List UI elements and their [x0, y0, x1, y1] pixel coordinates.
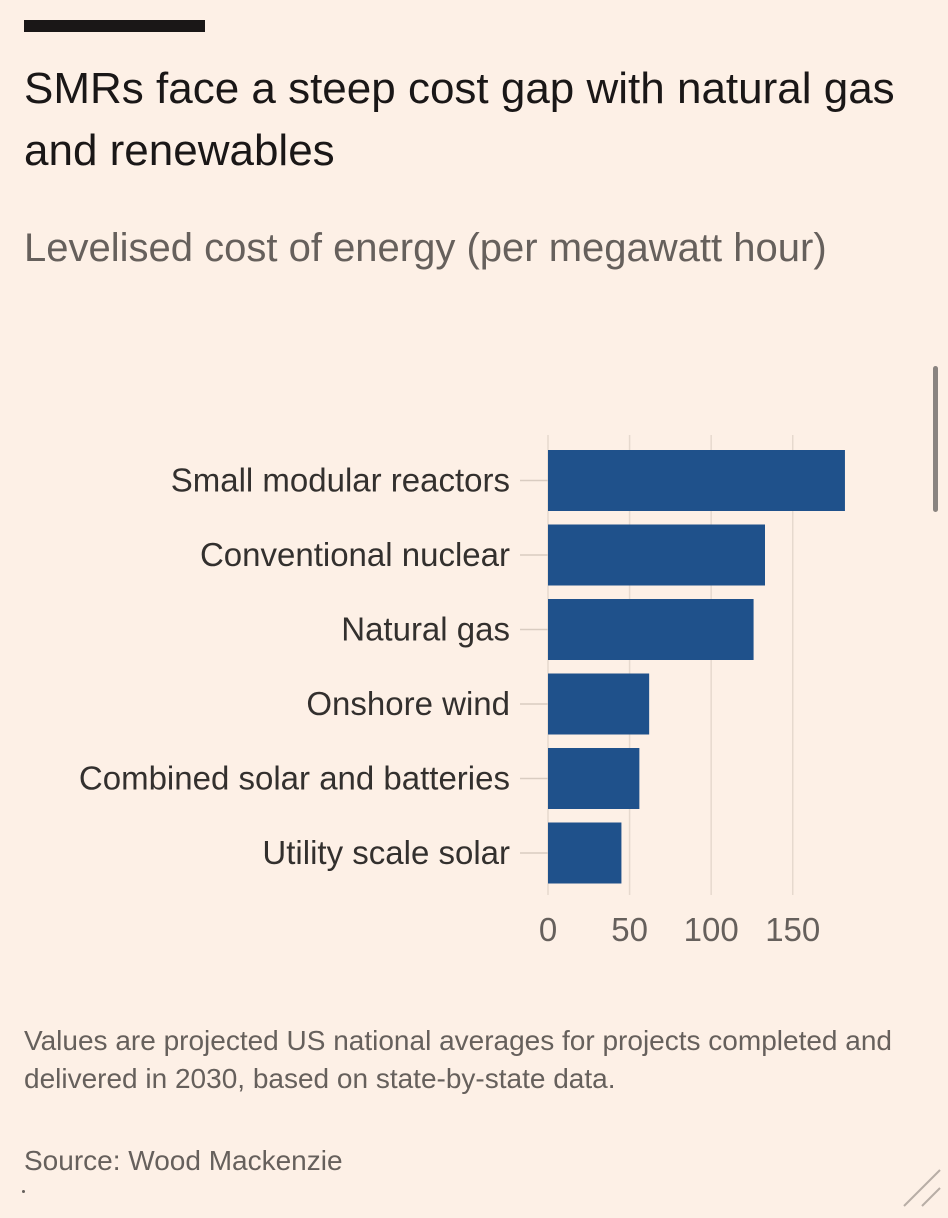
- category-label: Small modular reactors: [171, 462, 510, 499]
- resize-handle-icon[interactable]: [892, 1158, 948, 1218]
- x-tick-label: 0: [539, 911, 557, 948]
- bar-4: [548, 748, 640, 809]
- bar-1: [548, 524, 765, 586]
- chart-subtitle: Levelised cost of energy (per megawatt h…: [24, 226, 827, 270]
- bar-0: [548, 450, 845, 511]
- top-rule: [24, 20, 205, 32]
- category-label: Combined solar and batteries: [79, 760, 510, 797]
- category-label: Utility scale solar: [262, 834, 510, 871]
- x-tick-label: 150: [765, 911, 820, 948]
- category-label: Conventional nuclear: [200, 536, 510, 573]
- scrollbar[interactable]: [933, 366, 938, 512]
- bar-chart: Small modular reactors Conventional nucle…: [79, 435, 845, 948]
- page-dot: [22, 1190, 25, 1193]
- bar-5: [548, 822, 622, 884]
- chart-title: SMRs face a steep cost gap with natural …: [24, 64, 895, 175]
- footnote: Values are projected US national average…: [24, 1025, 892, 1094]
- bar-3: [548, 673, 650, 735]
- category-label: Natural gas: [341, 611, 510, 648]
- category-label: Onshore wind: [306, 685, 510, 722]
- x-tick-label: 50: [611, 911, 648, 948]
- bar-2: [548, 599, 754, 660]
- x-tick-label: 100: [684, 911, 739, 948]
- source-note: Source: Wood Mackenzie: [24, 1145, 343, 1176]
